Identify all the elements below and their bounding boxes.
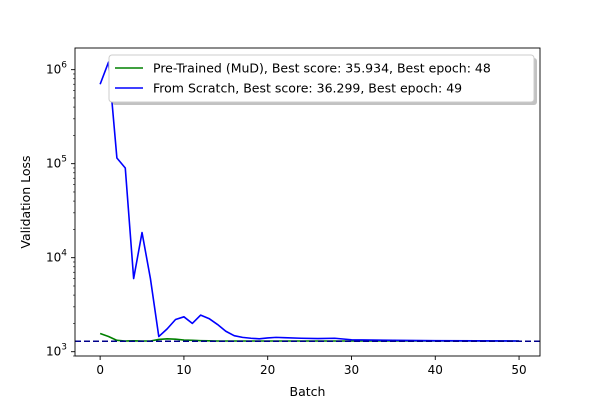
y-tick-label: 106 bbox=[46, 61, 67, 77]
legend-box bbox=[108, 54, 535, 103]
y-tick-label: 104 bbox=[46, 249, 67, 265]
x-tick-label: 40 bbox=[428, 363, 443, 377]
x-tick-label: 10 bbox=[176, 363, 191, 377]
x-tick-label: 20 bbox=[260, 363, 275, 377]
legend-label: Pre-Trained (MuD), Best score: 35.934, B… bbox=[153, 61, 491, 76]
series-group bbox=[75, 61, 540, 343]
legend-label: From Scratch, Best score: 36.299, Best e… bbox=[153, 81, 462, 96]
series-line-1 bbox=[99, 332, 520, 342]
x-axis-label: Batch bbox=[290, 384, 326, 399]
plot-area bbox=[75, 61, 540, 343]
x-tick-label: 50 bbox=[511, 363, 526, 377]
y-tick-label: 105 bbox=[46, 155, 67, 171]
axes: 0 10 20 30 40 50 103 104 105 106 Batch Validation L… bbox=[18, 47, 541, 399]
y-axis-label: Validation Loss bbox=[18, 155, 33, 248]
axes-frame bbox=[74, 47, 541, 357]
x-tick-label: 30 bbox=[344, 363, 359, 377]
series-line-2 bbox=[99, 61, 520, 342]
legend: Pre-Trained (MuD), Best score: 35.934, B… bbox=[108, 54, 537, 105]
x-tick-label: 0 bbox=[96, 363, 104, 377]
y-tick-label: 103 bbox=[46, 343, 67, 359]
